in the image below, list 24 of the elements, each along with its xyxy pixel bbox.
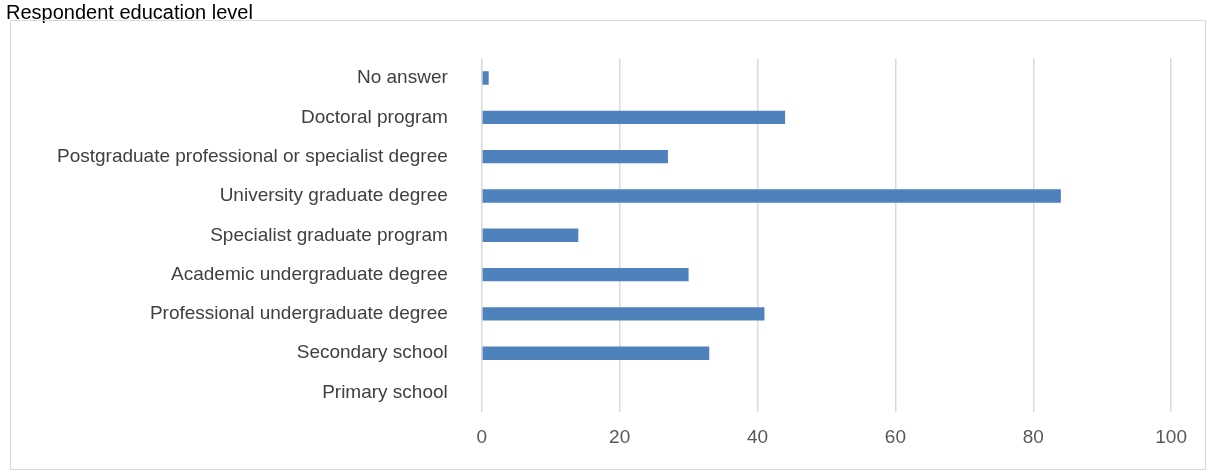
x-tick-label: 40	[746, 425, 769, 447]
y-tick-label: Doctoral program	[301, 105, 448, 127]
bar	[482, 150, 668, 164]
y-tick-label: Postgraduate professional or specialist degree	[56, 144, 448, 166]
bar	[482, 267, 689, 282]
y-tick-label: No answer	[356, 66, 449, 88]
x-tick-label: 0	[476, 425, 488, 447]
y-tick-label: University graduate degree	[219, 184, 448, 206]
y-tick-label: Academic undergraduate degree	[171, 262, 448, 284]
bar	[482, 228, 579, 242]
x-tick-label: 80	[1022, 425, 1044, 447]
y-tick-label: Primary school	[322, 380, 448, 402]
bar	[482, 346, 710, 360]
bar	[482, 71, 489, 85]
y-tick-label: Secondary school	[296, 341, 448, 363]
text: Respondent education level	[6, 0, 253, 24]
x-tick-label: 100	[1155, 425, 1187, 447]
bar	[482, 110, 786, 125]
x-tick-label: 60	[884, 425, 906, 447]
y-tick-label: Professional undergraduate degree	[149, 302, 448, 324]
bar	[482, 307, 765, 321]
y-tick-label: Specialist graduate program	[210, 223, 448, 245]
x-tick-label: 20	[609, 425, 631, 447]
bar	[482, 189, 1061, 203]
